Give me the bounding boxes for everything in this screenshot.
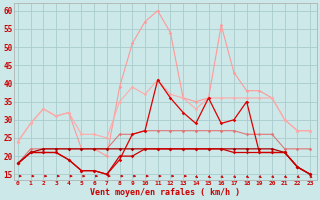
X-axis label: Vent moyen/en rafales ( km/h ): Vent moyen/en rafales ( km/h )	[90, 188, 240, 197]
